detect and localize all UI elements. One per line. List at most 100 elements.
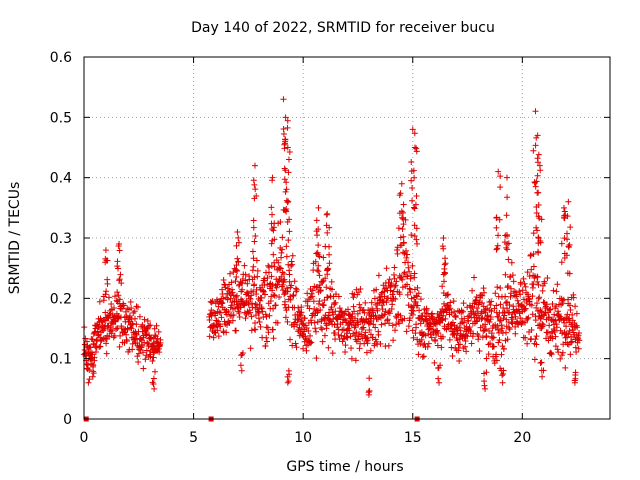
data-point <box>546 307 553 314</box>
data-point <box>292 340 299 347</box>
data-point <box>320 254 327 261</box>
data-point <box>564 311 571 318</box>
data-point <box>289 252 296 259</box>
data-point <box>313 217 320 224</box>
data-point <box>286 278 293 285</box>
data-point <box>564 334 571 341</box>
data-point <box>281 291 288 298</box>
data-point <box>528 327 535 334</box>
data-point <box>503 305 510 312</box>
data-point <box>573 349 580 356</box>
data-point <box>264 275 271 282</box>
data-point <box>518 321 525 328</box>
data-point <box>460 300 467 307</box>
data-point <box>140 365 147 372</box>
data-point <box>316 298 323 305</box>
data-point <box>408 231 415 238</box>
data-point <box>239 350 246 357</box>
data-point <box>386 320 393 327</box>
data-point <box>442 315 449 322</box>
data-point <box>304 290 311 297</box>
data-point <box>448 323 455 330</box>
data-point <box>507 273 514 280</box>
data-point <box>534 227 541 234</box>
data-point <box>512 330 519 337</box>
data-point <box>235 234 242 241</box>
data-point <box>313 250 320 257</box>
data-point <box>385 342 392 349</box>
data-point <box>481 370 488 377</box>
data-point <box>321 297 328 304</box>
data-point <box>237 362 244 369</box>
data-point <box>116 247 123 254</box>
data-point <box>312 258 319 265</box>
data-point <box>229 286 236 293</box>
data-point <box>363 349 370 356</box>
data-point <box>97 338 104 345</box>
data-point <box>405 259 412 266</box>
data-point <box>549 300 556 307</box>
y-tick-label: 0.3 <box>50 231 72 247</box>
data-point <box>497 184 504 191</box>
data-point <box>235 239 242 246</box>
data-point <box>564 236 571 243</box>
data-point <box>351 308 358 315</box>
data-point <box>558 240 565 247</box>
data-point <box>438 344 445 351</box>
data-point <box>103 340 110 347</box>
data-point <box>139 349 146 356</box>
data-point <box>404 251 411 258</box>
data-point <box>289 342 296 349</box>
data-point <box>534 274 541 281</box>
data-point <box>232 294 239 301</box>
data-point <box>116 241 123 248</box>
data-point <box>309 293 316 300</box>
data-point <box>233 301 240 308</box>
data-point <box>256 319 263 326</box>
data-point <box>117 271 124 278</box>
data-point <box>274 319 281 326</box>
data-point <box>268 240 275 247</box>
data-point <box>554 281 561 288</box>
data-point <box>270 335 277 342</box>
data-point <box>320 302 327 309</box>
y-tick-label: 0.5 <box>50 110 72 126</box>
data-point <box>129 340 136 347</box>
data-point <box>528 302 535 309</box>
data-point <box>102 309 109 316</box>
data-point <box>235 259 242 266</box>
data-point <box>229 317 236 324</box>
data-point <box>539 323 546 330</box>
data-point <box>251 320 258 327</box>
data-point <box>285 169 292 176</box>
data-point <box>412 298 419 305</box>
data-point <box>293 286 300 293</box>
data-point <box>561 319 568 326</box>
data-point <box>574 324 581 331</box>
data-point <box>115 265 122 272</box>
data-point <box>224 296 231 303</box>
data-point <box>534 172 541 179</box>
data-point <box>268 273 275 280</box>
data-point <box>284 288 291 295</box>
data-point <box>486 319 493 326</box>
data-point <box>473 293 480 300</box>
data-point <box>390 271 397 278</box>
data-point <box>517 291 524 298</box>
x-tick-label: 20 <box>513 430 531 446</box>
data-point <box>104 257 111 264</box>
data-point <box>122 308 129 315</box>
data-point <box>533 300 540 307</box>
data-point <box>87 344 94 351</box>
data-point <box>547 306 554 313</box>
data-point <box>569 311 576 318</box>
data-point <box>424 343 431 350</box>
data-point <box>518 318 525 325</box>
data-point <box>406 315 413 322</box>
data-point <box>367 347 374 354</box>
data-point <box>481 289 488 296</box>
data-point <box>504 336 511 343</box>
data-point <box>529 293 536 300</box>
data-point <box>394 246 401 253</box>
data-point <box>433 327 440 334</box>
